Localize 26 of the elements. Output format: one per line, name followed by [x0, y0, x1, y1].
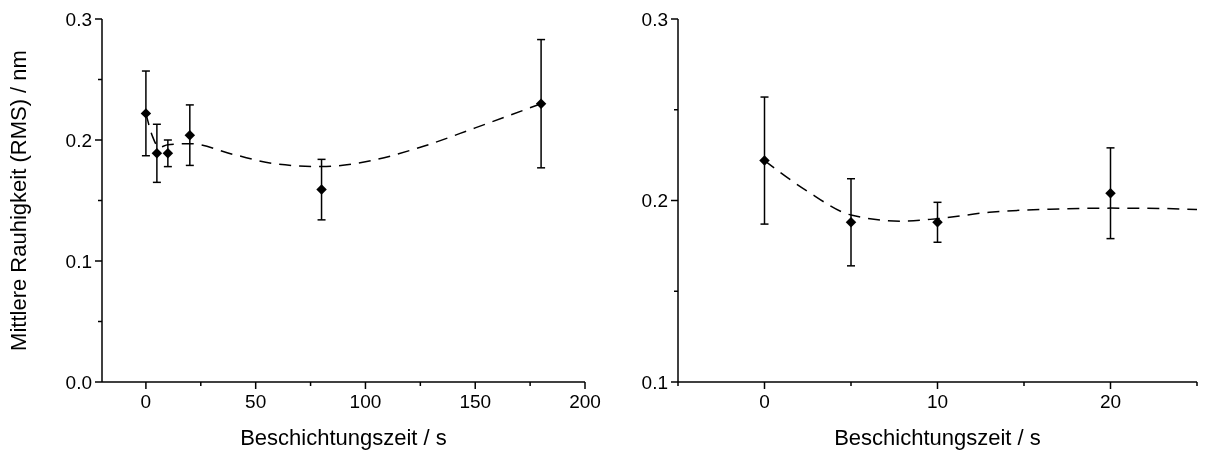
y-tick-label: 0.2 — [641, 190, 668, 212]
point — [932, 217, 943, 228]
x-tick-label: 150 — [459, 391, 492, 412]
y-tick-label: 0.2 — [65, 129, 92, 151]
y-tick-label: 0.1 — [65, 250, 92, 272]
point — [759, 155, 770, 166]
x-tick-label: 0 — [759, 391, 770, 412]
point — [1105, 188, 1116, 199]
y-tick-label: 0.1 — [641, 371, 668, 393]
point — [162, 148, 174, 159]
point — [316, 184, 327, 195]
x-tick-label: 0 — [140, 391, 152, 412]
y-tick-label: 0.3 — [65, 8, 92, 30]
y-tick-label: 0.3 — [641, 8, 668, 30]
x-tick-label: 10 — [926, 391, 949, 412]
x-tick-label: 100 — [349, 391, 382, 412]
point — [151, 148, 163, 159]
x-tick-label: 20 — [1099, 391, 1122, 412]
y-tick-label: 0.0 — [65, 371, 92, 393]
x-axis-title: Beschichtungszeit / s — [240, 425, 447, 450]
x-axis-title: Beschichtungszeit / s — [834, 425, 1041, 450]
point — [184, 129, 196, 141]
x-tick-label: 200 — [569, 391, 601, 412]
point — [845, 217, 857, 228]
y-axis-title: Mittlere Rauhigkeit (RMS) / nm — [6, 50, 31, 351]
x-tick-label: 50 — [245, 391, 267, 412]
